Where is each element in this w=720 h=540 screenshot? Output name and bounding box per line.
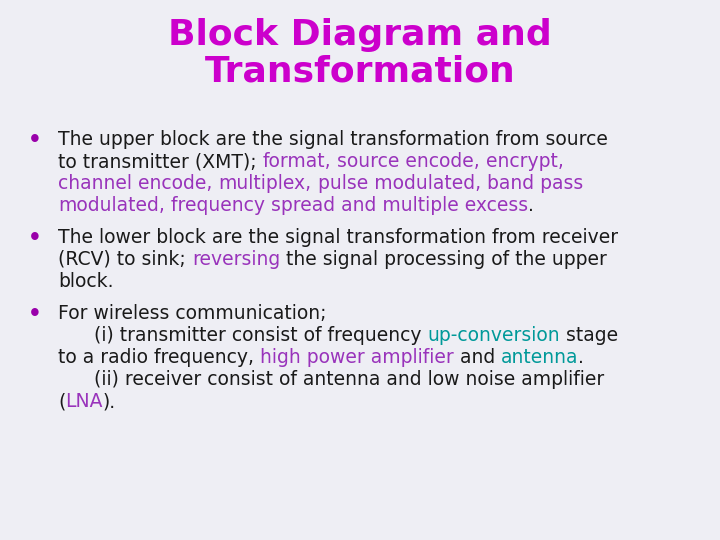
Text: to a radio frequency,: to a radio frequency, — [58, 348, 260, 367]
Text: high power amplifier: high power amplifier — [260, 348, 454, 367]
Text: multiplex,: multiplex, — [218, 174, 312, 193]
Text: The upper block are the signal transformation from source: The upper block are the signal transform… — [58, 130, 608, 149]
Text: (i) transmitter consist of frequency: (i) transmitter consist of frequency — [58, 326, 428, 345]
Text: the signal processing of the upper: the signal processing of the upper — [280, 250, 607, 269]
Text: antenna: antenna — [501, 348, 578, 367]
Text: format,: format, — [263, 152, 331, 171]
Text: encrypt,: encrypt, — [486, 152, 564, 171]
Text: .: . — [528, 196, 534, 215]
Text: •: • — [28, 228, 42, 248]
Text: band pass: band pass — [487, 174, 583, 193]
Text: .: . — [578, 348, 585, 367]
Text: reversing: reversing — [192, 250, 280, 269]
Text: (RCV) to sink;: (RCV) to sink; — [58, 250, 192, 269]
Text: LNA: LNA — [66, 392, 103, 411]
Text: ).: ). — [103, 392, 116, 411]
Text: frequency spread and multiple excess: frequency spread and multiple excess — [171, 196, 528, 215]
Text: pulse modulated,: pulse modulated, — [318, 174, 481, 193]
Text: stage: stage — [560, 326, 618, 345]
Text: block.: block. — [58, 272, 114, 291]
Text: •: • — [28, 304, 42, 324]
Text: Transformation: Transformation — [204, 54, 516, 88]
Text: to transmitter (XMT);: to transmitter (XMT); — [58, 152, 263, 171]
Text: (: ( — [58, 392, 66, 411]
Text: up-conversion: up-conversion — [428, 326, 560, 345]
Text: modulated,: modulated, — [58, 196, 165, 215]
Text: (ii) receiver consist of antenna and low noise amplifier: (ii) receiver consist of antenna and low… — [58, 370, 604, 389]
Text: •: • — [28, 130, 42, 150]
Text: and: and — [454, 348, 501, 367]
Text: channel encode,: channel encode, — [58, 174, 212, 193]
Text: The lower block are the signal transformation from receiver: The lower block are the signal transform… — [58, 228, 618, 247]
Text: Block Diagram and: Block Diagram and — [168, 18, 552, 52]
Text: For wireless communication;: For wireless communication; — [58, 304, 326, 323]
Text: source encode,: source encode, — [337, 152, 480, 171]
